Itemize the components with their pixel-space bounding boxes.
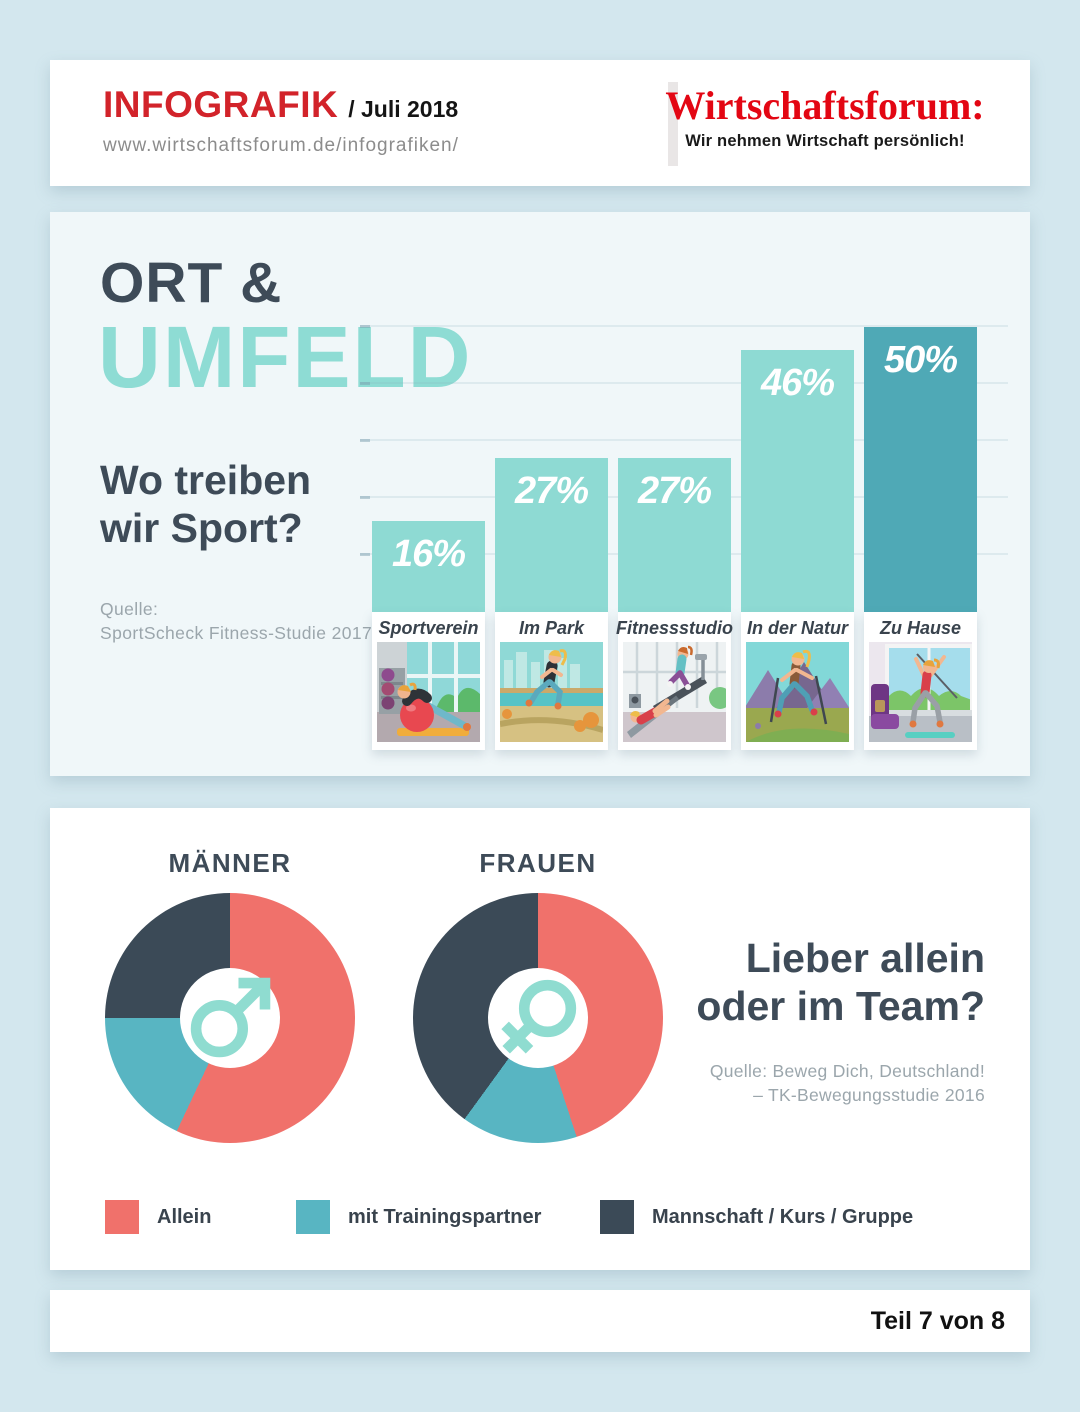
- gridline-30: [360, 439, 1008, 441]
- men-donut-title: MÄNNER: [168, 848, 292, 878]
- legend-swatch-allein: [105, 1200, 139, 1234]
- bar-column-fitnessstudio: 27% Fitnessstudio: [616, 458, 734, 750]
- zu-hause-illustration: [869, 642, 972, 742]
- in-der-natur-illustration: [746, 642, 849, 742]
- axis-tick: [360, 496, 370, 499]
- bar-value-label: 27%: [514, 470, 589, 512]
- ort-umfeld-section: ORT & UMFELD Wo treiben wir Sport? Quell…: [50, 212, 1030, 776]
- im-park-illustration: [500, 642, 603, 742]
- axis-tick: [360, 325, 370, 328]
- fitnessstudio-illustration: [623, 642, 726, 742]
- category-card: Sportverein: [372, 612, 485, 750]
- bar-im-park: 27%: [495, 458, 608, 612]
- category-label: Im Park: [518, 618, 585, 638]
- bar-value-label: 46%: [760, 362, 835, 404]
- footer-panel: Teil 7 von 8: [50, 1290, 1030, 1352]
- category-label: In der Natur: [746, 618, 848, 638]
- bar-in-der-natur: 46%: [741, 350, 854, 612]
- sportverein-illustration: [377, 642, 480, 742]
- section-title-line1: ORT &: [100, 251, 283, 315]
- header-panel: INFOGRAFIK / Juli 2018 www.wirtschaftsfo…: [50, 60, 1030, 186]
- women-donut-chart: [413, 893, 663, 1143]
- women-donut-title: FRAUEN: [479, 848, 597, 878]
- bar-column-sportverein: 16% Sportverein: [372, 521, 485, 750]
- bar-value-label: 50%: [883, 339, 958, 381]
- category-label: Sportverein: [378, 618, 479, 638]
- bar-column-im-park: 27% Im Park: [495, 458, 608, 750]
- header-divider: [668, 82, 678, 166]
- axis-tick: [360, 439, 370, 442]
- category-label: Fitnessstudio: [616, 618, 734, 638]
- legend-swatch-mannschaft: [600, 1200, 634, 1234]
- chart-question: Wo treiben wir Sport?: [100, 457, 312, 552]
- legend-item-trainingspartner: mit Trainingspartner: [296, 1200, 541, 1234]
- category-label: Zu Hause: [879, 618, 962, 638]
- gridline-40: [360, 382, 1008, 384]
- bar-value-label: 16%: [391, 533, 466, 575]
- legend-swatch-trainingspartner: [296, 1200, 330, 1234]
- page-indicator: Teil 7 von 8: [870, 1307, 1005, 1335]
- brand-slogan: Wir nehmen Wirtschaft persönlich!: [685, 132, 965, 150]
- bar-chart: 16% Sportverein: [372, 327, 977, 750]
- bar-value-label: 27%: [637, 470, 712, 512]
- female-icon: [501, 979, 577, 1054]
- donut-question: Lieber allein oder im Team?: [696, 935, 985, 1030]
- category-card: Zu Hause: [864, 612, 977, 750]
- men-donut-chart: [105, 893, 355, 1143]
- brand-logo: Wirtschaftsforum: Wir nehmen Wirtschaft …: [665, 86, 985, 151]
- section-title-line2: UMFELD: [98, 309, 473, 406]
- issue-date: / Juli 2018: [348, 96, 459, 122]
- bar-column-in-der-natur: 46% In der Natur: [741, 350, 854, 750]
- category-card: In der Natur: [741, 612, 854, 750]
- male-icon: [190, 977, 271, 1058]
- axis-tick: [360, 382, 370, 385]
- bar-column-zu-hause: 50% Zu Hause: [864, 327, 977, 750]
- category-card: Im Park: [495, 612, 608, 750]
- infografik-title: INFOGRAFIK: [103, 84, 339, 125]
- gridline-50: [360, 325, 1008, 327]
- chart-source: Quelle: SportScheck Fitness-Studie 2017: [100, 599, 373, 643]
- category-card: Fitnessstudio: [616, 612, 734, 750]
- legend-item-mannschaft: Mannschaft / Kurs / Gruppe: [600, 1200, 913, 1234]
- allein-oder-team-section: MÄNNER FRAUEN Lieber allein oder im Team…: [50, 808, 1030, 1270]
- website-url: www.wirtschaftsforum.de/infografiken/: [103, 135, 459, 156]
- bar-zu-hause: 50%: [864, 327, 977, 612]
- bar-fitnessstudio: 27%: [618, 458, 731, 612]
- brand-name: Wirtschaftsforum:: [665, 83, 985, 128]
- bar-sportverein: 16%: [372, 521, 485, 612]
- legend-item-allein: Allein: [105, 1200, 211, 1234]
- donut-source: Quelle: Beweg Dich, Deutschland! – TK-Be…: [709, 1061, 985, 1105]
- axis-tick: [360, 553, 370, 556]
